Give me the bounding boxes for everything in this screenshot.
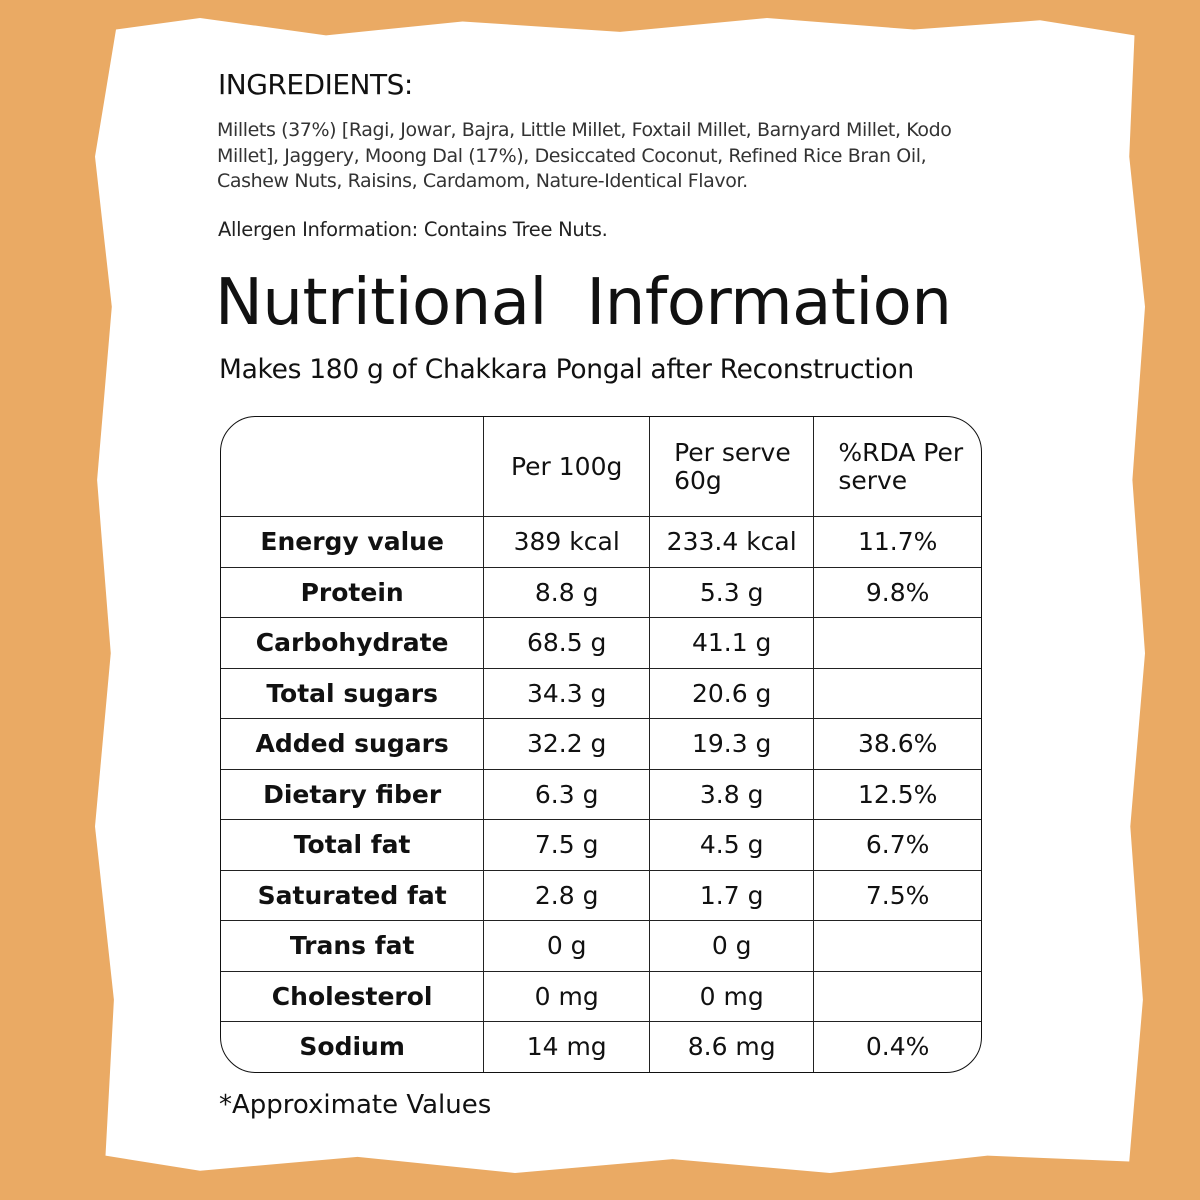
table-row: Added sugars 32.2 g 19.3 g 38.6% — [221, 719, 981, 770]
header-rda: %RDA Per serve — [814, 417, 981, 517]
rda-value — [814, 972, 981, 1022]
per-100g-value: 14 mg — [484, 1022, 651, 1072]
allergen-info: Allergen Information: Contains Tree Nuts… — [218, 218, 608, 241]
nutrient-name: Total sugars — [221, 668, 485, 719]
header-blank — [221, 417, 485, 517]
per-serve-value: 0 g — [650, 921, 815, 972]
table-row: Protein 8.8 g 5.3 g 9.8% — [221, 567, 981, 618]
per-serve-value: 8.6 mg — [650, 1022, 815, 1072]
per-serve-value: 4.5 g — [650, 820, 815, 871]
nutrition-title: Nutritional Information — [215, 266, 952, 340]
per-serve-value: 1.7 g — [650, 870, 815, 921]
per-serve-value: 41.1 g — [650, 618, 815, 669]
ingredients-text: Millets (37%) [Ragi, Jowar, Bajra, Littl… — [217, 119, 952, 192]
nutrient-name: Sodium — [221, 1022, 485, 1072]
rda-value: 11.7% — [814, 517, 981, 568]
nutrient-name: Trans fat — [221, 921, 485, 972]
per-100g-value: 389 kcal — [484, 517, 651, 568]
white-panel — [95, 18, 1145, 1173]
table-row: Saturated fat 2.8 g 1.7 g 7.5% — [221, 870, 981, 921]
ingredients-title: INGREDIENTS: — [218, 68, 413, 101]
table-row: Sodium 14 mg 8.6 mg 0.4% — [221, 1022, 981, 1072]
nutrient-name: Added sugars — [221, 719, 485, 770]
per-100g-value: 0 g — [484, 921, 651, 972]
per-serve-value: 20.6 g — [650, 668, 815, 719]
header-per-100g: Per 100g — [484, 417, 651, 517]
nutrient-name: Saturated fat — [221, 870, 485, 921]
rda-value: 38.6% — [814, 719, 981, 770]
per-100g-value: 68.5 g — [484, 618, 651, 669]
per-serve-value: 5.3 g — [650, 567, 815, 618]
table-header-row: Per 100g Per serve 60g %RDA Per serve — [221, 417, 981, 517]
rda-value — [814, 921, 981, 972]
per-100g-value: 6.3 g — [484, 769, 651, 820]
rda-value: 7.5% — [814, 871, 981, 921]
rda-value: 6.7% — [814, 820, 981, 871]
rda-value — [814, 669, 981, 719]
per-100g-value: 34.3 g — [484, 668, 651, 719]
nutrition-subtitle: Makes 180 g of Chakkara Pongal after Rec… — [219, 354, 914, 385]
per-100g-value: 32.2 g — [484, 719, 651, 770]
per-serve-value: 0 mg — [650, 971, 815, 1022]
table-row: Total fat 7.5 g 4.5 g 6.7% — [221, 820, 981, 871]
per-serve-value: 233.4 kcal — [650, 517, 815, 568]
table-row: Total sugars 34.3 g 20.6 g — [221, 668, 981, 719]
rda-value: 0.4% — [865, 1032, 930, 1062]
nutrient-name: Cholesterol — [221, 971, 485, 1022]
nutrition-table: Per 100g Per serve 60g %RDA Per serve En… — [220, 416, 982, 1073]
nutrient-name: Carbohydrate — [221, 618, 485, 669]
per-100g-value: 7.5 g — [484, 820, 651, 871]
rda-value: 12.5% — [814, 770, 981, 820]
per-100g-value: 8.8 g — [484, 567, 651, 618]
table-row: Energy value 389 kcal 233.4 kcal 11.7% — [221, 517, 981, 568]
rda-value — [814, 618, 981, 669]
nutrient-name: Total fat — [221, 820, 485, 871]
nutrient-name: Energy value — [221, 517, 485, 568]
footnote: *Approximate Values — [219, 1090, 492, 1120]
table-row: Dietary fiber 6.3 g 3.8 g 12.5% — [221, 769, 981, 820]
header-per-serve: Per serve 60g — [650, 417, 815, 517]
nutrient-name: Protein — [221, 567, 485, 618]
per-100g-value: 2.8 g — [484, 870, 651, 921]
table-row: Cholesterol 0 mg 0 mg — [221, 971, 981, 1022]
per-serve-value: 19.3 g — [650, 719, 815, 770]
per-100g-value: 0 mg — [484, 971, 651, 1022]
table-row: Carbohydrate 68.5 g 41.1 g — [221, 618, 981, 669]
nutrient-name: Dietary fiber — [221, 769, 485, 820]
rda-value: 9.8% — [814, 568, 981, 618]
per-serve-value: 3.8 g — [650, 769, 815, 820]
